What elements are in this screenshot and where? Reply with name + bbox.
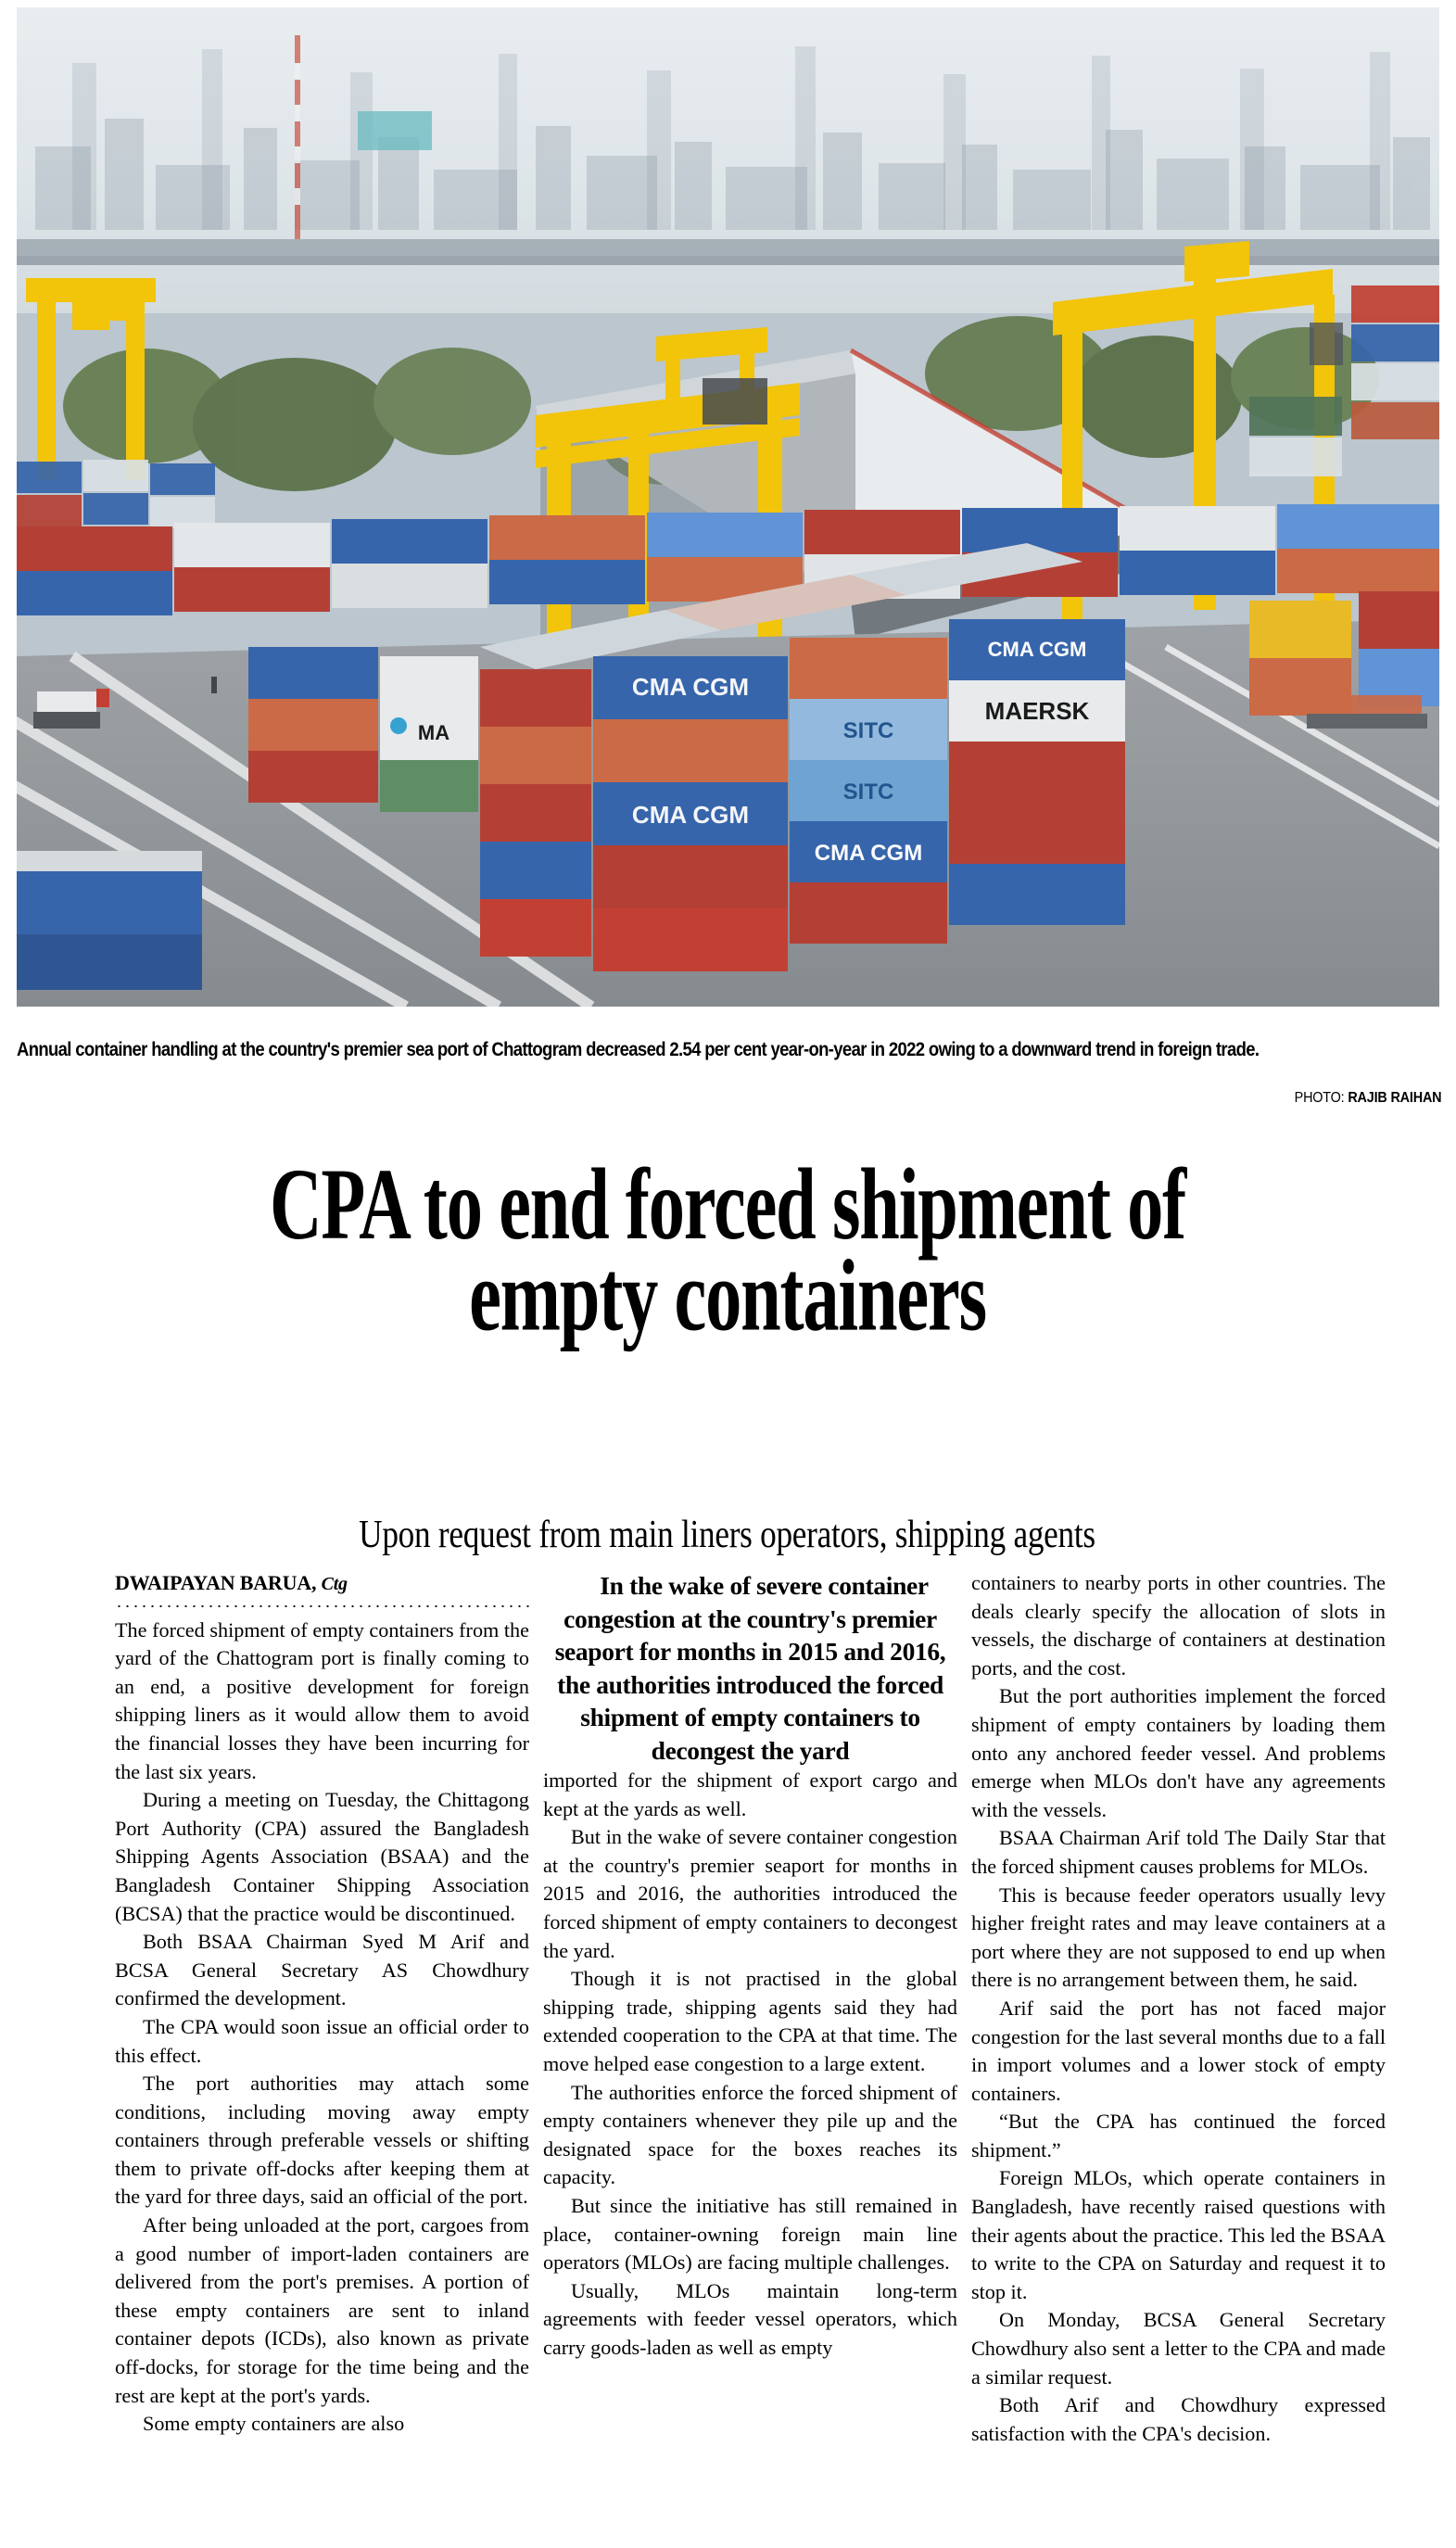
photo-credit-label: PHOTO: [1294, 1090, 1345, 1106]
paragraph: This is because feeder operators usually… [971, 1882, 1386, 1992]
paragraph: Arif said the port has not faced major c… [971, 1996, 1386, 2105]
paragraph: But in the wake of severe container cong… [543, 1825, 957, 1962]
paragraph: After being unloaded at the port, cargoe… [115, 2213, 529, 2407]
svg-text:SITC: SITC [843, 780, 894, 805]
paragraph: imported for the shipment of export carg… [543, 1768, 957, 1820]
paragraph: But the port authorities implement the f… [971, 1684, 1386, 1821]
article-column-2: In the wake of severe container congesti… [543, 1569, 957, 2362]
paragraph: On Monday, BCSA General Secretary Chowdh… [971, 2308, 1386, 2389]
svg-text:SITC: SITC [843, 718, 894, 743]
svg-text:MA: MA [418, 721, 449, 744]
port-photo-illustration: CMA CGM CMA CGM SITC SITC CMA CGM MAERSK… [17, 7, 1439, 1007]
paragraph: The port authorities may attach some con… [115, 2072, 529, 2209]
article-photo: CMA CGM CMA CGM SITC SITC CMA CGM MAERSK… [17, 7, 1439, 1007]
paragraph: BSAA Chairman Arif told The Daily Star t… [971, 1826, 1386, 1878]
svg-text:CMA CGM: CMA CGM [815, 841, 922, 866]
pull-quote: In the wake of severe container congesti… [554, 1571, 946, 1765]
byline-author: DWAIPAYAN BARUA, [115, 1571, 317, 1594]
photo-caption-block: Annual container handling at the country… [17, 1036, 1441, 1106]
svg-text:CMA CGM: CMA CGM [632, 801, 749, 829]
photo-caption: Annual container handling at the country… [17, 1038, 1260, 1060]
photo-credit: PHOTO: RAJIB RAIHAN [1294, 1090, 1441, 1107]
photo-credit-name: RAJIB RAIHAN [1347, 1090, 1441, 1106]
byline-divider [115, 1600, 529, 1608]
article-subheadline: Upon request from main liners operators,… [111, 1512, 1344, 1556]
byline: DWAIPAYAN BARUA, Ctg [115, 1569, 529, 1599]
svg-text:MAERSK: MAERSK [985, 697, 1090, 725]
svg-text:CMA CGM: CMA CGM [632, 673, 749, 701]
paragraph: The forced shipment of empty containers … [115, 1617, 529, 1783]
paragraph: Though it is not practised in the global… [543, 1967, 957, 2075]
paragraph: During a meeting on Tuesday, the Chittag… [115, 1788, 529, 1925]
paragraph: Usually, MLOs maintain long-term agreeme… [543, 2278, 957, 2359]
paragraph: The CPA would soon issue an official ord… [115, 2014, 529, 2067]
article-column-1: DWAIPAYAN BARUA, Ctg The forced shipment… [115, 1569, 529, 2439]
paragraph: Some empty containers are also [143, 2412, 405, 2436]
article-headline: CPA to end forced shipment of empty cont… [111, 1154, 1344, 1347]
paragraph: Both Arif and Chowdhury expressed satisf… [971, 2393, 1386, 2445]
paragraph: “But the CPA has continued the forced sh… [971, 2110, 1386, 2161]
subheadline-text: Upon request from main liners operators,… [359, 1512, 1096, 1556]
svg-text:CMA CGM: CMA CGM [988, 638, 1087, 661]
paragraph: Foreign MLOs, which operate containers i… [971, 2166, 1386, 2303]
paragraph: But since the initiative has still remai… [543, 2193, 957, 2275]
paragraph: Both BSAA Chairman Syed M Arif and BCSA … [115, 1930, 529, 2010]
byline-location: Ctg [321, 1574, 348, 1594]
headline-text: CPA to end forced shipment of empty cont… [270, 1148, 1186, 1352]
article-column-3: containers to nearby ports in other coun… [971, 1569, 1386, 2448]
paragraph: containers to nearby ports in other coun… [971, 1571, 1386, 1680]
paragraph: The authorities enforce the forced shipm… [543, 2080, 957, 2189]
